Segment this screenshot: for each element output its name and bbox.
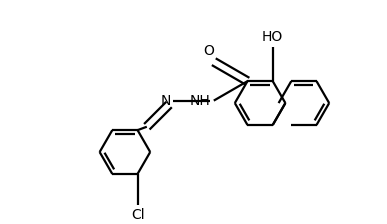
Text: HO: HO xyxy=(262,30,283,44)
Text: Cl: Cl xyxy=(131,208,144,222)
Text: NH: NH xyxy=(189,94,210,108)
Text: O: O xyxy=(204,44,214,58)
Text: N: N xyxy=(161,94,171,108)
